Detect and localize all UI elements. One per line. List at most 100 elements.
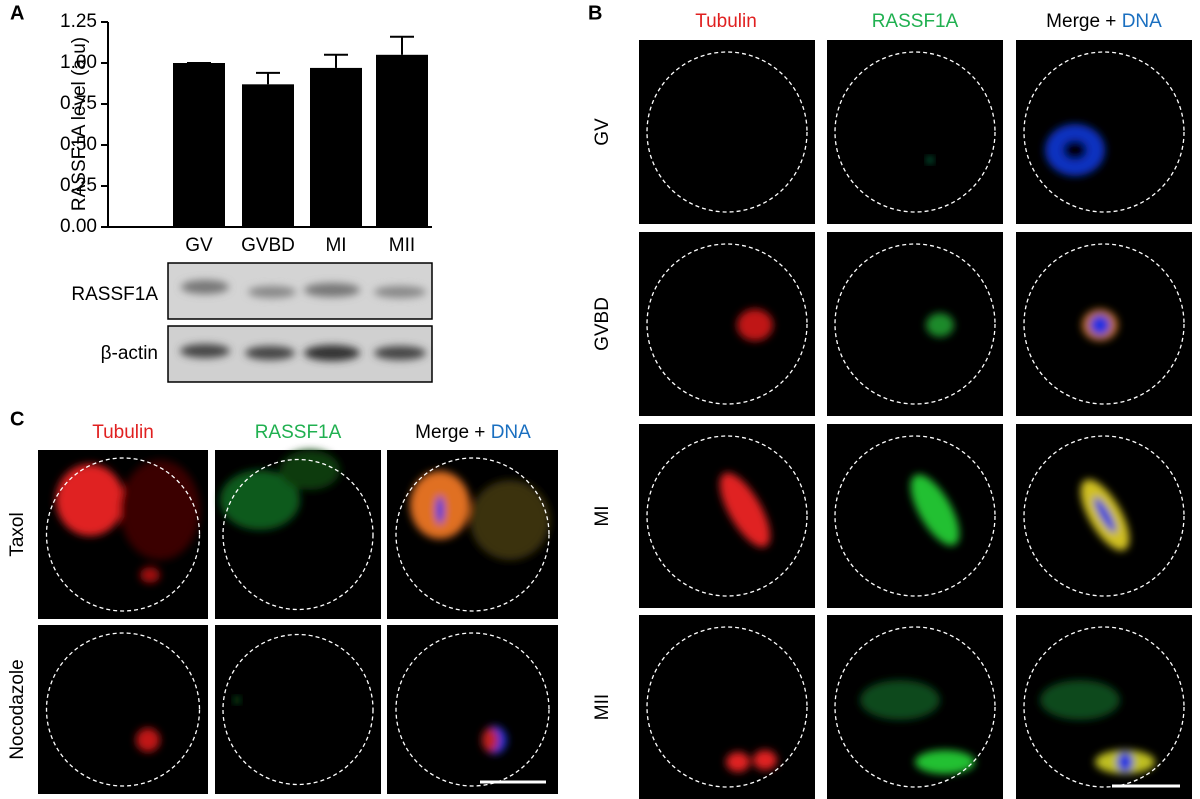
column-header: Merge + DNA (1046, 11, 1162, 32)
x-tick-label: MI (325, 235, 346, 256)
column-header: Tubulin (92, 422, 154, 443)
cell-outline (1023, 626, 1185, 788)
cell-outline (646, 626, 808, 788)
micrograph-bg (827, 232, 1003, 416)
cell-outline (834, 626, 996, 788)
signal-blob (1094, 497, 1116, 533)
signal-blob (860, 680, 940, 720)
signal (910, 474, 960, 546)
panel-letter: B (588, 2, 602, 24)
signal (926, 313, 954, 337)
merge-label: Merge + (1046, 11, 1116, 32)
micrograph (639, 615, 815, 799)
cell-outline (395, 457, 550, 612)
signal-blob (470, 480, 550, 560)
signal (234, 697, 240, 703)
panel-letter: C (10, 408, 24, 430)
signal-blob (726, 752, 750, 772)
x-tick-label: MII (389, 235, 415, 256)
signal-blob (280, 450, 340, 490)
micrograph (1016, 40, 1192, 224)
blot-bands (180, 280, 426, 361)
micrograph (827, 615, 1003, 799)
signal (136, 728, 160, 752)
bar (242, 84, 294, 227)
row-label: GV (592, 118, 613, 146)
merge-label: Merge + (415, 422, 485, 443)
micrograph (827, 40, 1003, 224)
row-label: MII (592, 694, 613, 720)
cell-outline (1023, 51, 1185, 213)
blot-label: β-actin (101, 343, 158, 364)
column-header: RASSF1A (872, 11, 959, 32)
signal (719, 472, 771, 548)
micrograph-bg (639, 232, 815, 416)
micrograph (1016, 232, 1192, 416)
cell-outline (1023, 435, 1185, 597)
row-label: GVBD (592, 297, 613, 351)
column-header: RASSF1A (255, 422, 342, 443)
row-label: Taxol (7, 512, 28, 556)
micrograph (215, 625, 381, 794)
cell-outline (45, 457, 201, 612)
cell-outline (222, 633, 374, 786)
micrograph-bg (639, 40, 815, 224)
y-tick-label: 1.25 (60, 11, 97, 32)
y-tick-label: 1.00 (60, 52, 97, 73)
signal (726, 750, 777, 772)
x-tick-label: GVBD (241, 235, 295, 256)
bar (376, 54, 428, 227)
micrograph (827, 232, 1003, 416)
signal (1045, 124, 1105, 176)
signal-blob (915, 750, 975, 774)
signal-blob (1040, 680, 1120, 720)
micrograph (215, 450, 381, 619)
row-label: MI (592, 505, 613, 526)
cell-outline (45, 632, 201, 787)
y-tick-label: 0.75 (60, 93, 97, 114)
signal-blob (753, 750, 777, 770)
signal-blob (220, 470, 300, 530)
column-header: Tubulin (695, 11, 757, 32)
cell-outline (646, 243, 808, 405)
signal-blob (56, 464, 124, 536)
signal (220, 450, 340, 530)
micrograph-bg (387, 625, 558, 794)
micrograph-bg (827, 424, 1003, 608)
signal-blob (926, 313, 954, 337)
column-header: Merge + DNA (415, 422, 531, 443)
signal-blob (1117, 752, 1133, 772)
micrograph-bg (639, 424, 815, 608)
signal-blob (910, 474, 960, 546)
cell-outline (646, 435, 808, 597)
signal-blob (737, 309, 773, 341)
x-tick-label: GV (185, 235, 213, 256)
micrograph (387, 450, 558, 619)
y-tick-label: 0.00 (60, 216, 97, 237)
y-axis-label: RASSF1A level (a.u) (69, 37, 90, 211)
cell-outline (834, 243, 996, 405)
micrograph-bg (38, 625, 208, 794)
signal (410, 471, 550, 560)
dna-label: DNA (1122, 11, 1162, 32)
signal-blob (140, 567, 160, 583)
signal (1082, 309, 1118, 341)
signal-blob (234, 697, 240, 703)
signal-blob (1063, 140, 1087, 160)
cell-outline (1023, 243, 1185, 405)
bar (173, 63, 225, 227)
signal (1040, 680, 1155, 774)
micrograph (38, 450, 208, 619)
signal (737, 309, 773, 341)
cell-outline (834, 435, 996, 597)
signal (482, 726, 507, 754)
signal (927, 157, 933, 163)
y-tick-label: 0.50 (60, 134, 97, 155)
micrograph (639, 424, 815, 608)
signal-blob (719, 472, 771, 548)
dna-label: DNA (491, 422, 531, 443)
micrograph (827, 424, 1003, 608)
signal (860, 680, 975, 774)
cell-outline (834, 51, 996, 213)
signal-blob (436, 496, 444, 524)
